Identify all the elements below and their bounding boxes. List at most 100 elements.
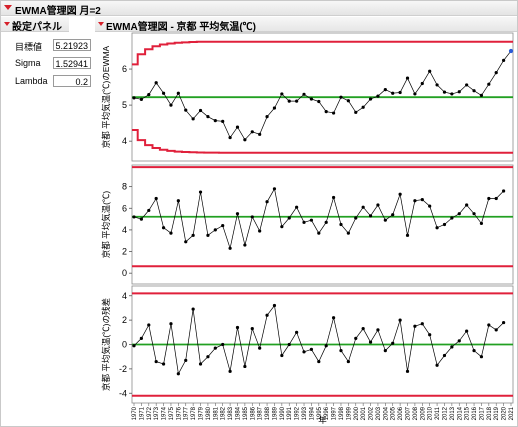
data-point: [413, 199, 417, 203]
data-point: [428, 333, 432, 337]
data-point: [280, 353, 284, 358]
data-point: [206, 233, 210, 237]
data-point: [272, 106, 277, 110]
data-point: [250, 327, 254, 331]
data-point: [354, 336, 358, 341]
data-point: [442, 90, 447, 94]
x-tick-label: 1990: [280, 406, 286, 420]
y-tick-label: 0: [122, 340, 127, 350]
lambda-label: Lambda: [15, 76, 48, 86]
data-point: [161, 226, 166, 230]
y-tick-label: 0: [122, 268, 127, 278]
data-point: [435, 226, 439, 230]
target-value-field[interactable]: 5.21923: [53, 39, 91, 51]
data-point: [317, 99, 321, 104]
x-tick-label: 2002: [369, 406, 375, 420]
data-point: [243, 243, 247, 247]
data-point: [309, 97, 314, 101]
data-point: [487, 323, 491, 327]
data-point: [317, 359, 321, 364]
data-point: [331, 316, 336, 320]
data-point: [331, 195, 336, 200]
data-point: [213, 228, 217, 232]
data-point: [428, 204, 432, 208]
data-point: [250, 130, 254, 134]
data-point: [472, 348, 476, 353]
settings-panel-header[interactable]: 設定パネル: [1, 17, 69, 33]
data-point: [213, 119, 217, 123]
x-tick-label: 2014: [457, 406, 463, 420]
data-point: [398, 90, 402, 95]
data-point: [398, 318, 402, 322]
chart-panel-ewma: 4 5 6 京都 平均気温(℃)のEWMA: [101, 32, 514, 162]
data-point: [368, 340, 373, 344]
data-point: [376, 94, 380, 98]
data-point: [198, 190, 203, 194]
data-point: [295, 330, 299, 334]
data-point: [272, 187, 277, 191]
data-point: [361, 205, 365, 209]
data-point: [457, 212, 461, 216]
data-point: [339, 95, 343, 99]
data-point: [346, 359, 350, 364]
data-point: [487, 196, 491, 201]
data-point: [147, 323, 151, 327]
x-tick-label: 1980: [206, 406, 212, 420]
y-tick-label: 4: [122, 136, 127, 146]
data-point: [295, 99, 299, 103]
data-point: [309, 347, 314, 351]
x-tick-label: 1986: [250, 406, 256, 420]
data-point: [258, 346, 262, 350]
sigma-field[interactable]: 1.52941: [53, 57, 91, 69]
data-point: [450, 92, 454, 96]
x-tick-label: 2003: [376, 406, 382, 420]
data-point: [228, 369, 232, 373]
plot-frame: [131, 164, 514, 285]
data-point: [161, 362, 166, 366]
lambda-field[interactable]: 0.2: [53, 75, 91, 87]
data-point: [139, 97, 143, 101]
data-point: [450, 345, 454, 349]
data-point: [317, 231, 321, 235]
data-point: [213, 346, 217, 350]
data-point: [265, 200, 269, 204]
settings-panel-title: 設定パネル: [12, 22, 62, 33]
x-tick-label: 1976: [176, 406, 182, 420]
data-point: [265, 115, 269, 119]
data-point: [465, 329, 469, 333]
data-point: [154, 196, 158, 201]
data-point: [405, 369, 410, 373]
chart-disclosure-icon[interactable]: [98, 22, 104, 26]
x-tick-label: 2006: [398, 406, 404, 420]
chart-header[interactable]: EWMA管理図 - 京都 平均気温(℃): [95, 17, 517, 33]
disclosure-triangle-icon[interactable]: [4, 5, 12, 10]
chart-panel-resid: -4 -2 0 2 4 京都 平均気温(℃)の残差: [101, 285, 514, 404]
data-point: [479, 93, 484, 97]
window-title: EWMA管理図 月=2: [15, 6, 101, 17]
y-tick-label: 6: [122, 64, 127, 74]
data-point: [280, 225, 284, 229]
data-point: [287, 342, 291, 347]
x-tick-label: 2013: [450, 406, 456, 420]
data-point: [191, 117, 195, 121]
data-point: [413, 324, 417, 328]
data-point: [383, 348, 387, 353]
data-point: [457, 90, 461, 94]
x-tick-label: 2010: [428, 406, 434, 420]
window-title-bar[interactable]: EWMA管理図 月=2: [1, 1, 517, 17]
x-tick-label: 1992: [295, 406, 301, 420]
panel-disclosure-icon[interactable]: [4, 22, 10, 26]
x-tick-label: 2005: [391, 406, 397, 420]
y-tick-label: 4: [122, 291, 127, 301]
data-point: [442, 222, 447, 227]
data-point: [287, 99, 291, 103]
data-point: [147, 93, 151, 97]
x-tick-label: 2015: [465, 406, 471, 420]
data-point: [176, 199, 180, 203]
data-point: [176, 372, 180, 376]
chart-title: EWMA管理図 - 京都 平均気温(℃): [106, 22, 256, 33]
x-tick-label: 1975: [169, 406, 175, 420]
x-tick-label: 1994: [309, 406, 315, 420]
x-tick-label: 1987: [258, 406, 264, 420]
